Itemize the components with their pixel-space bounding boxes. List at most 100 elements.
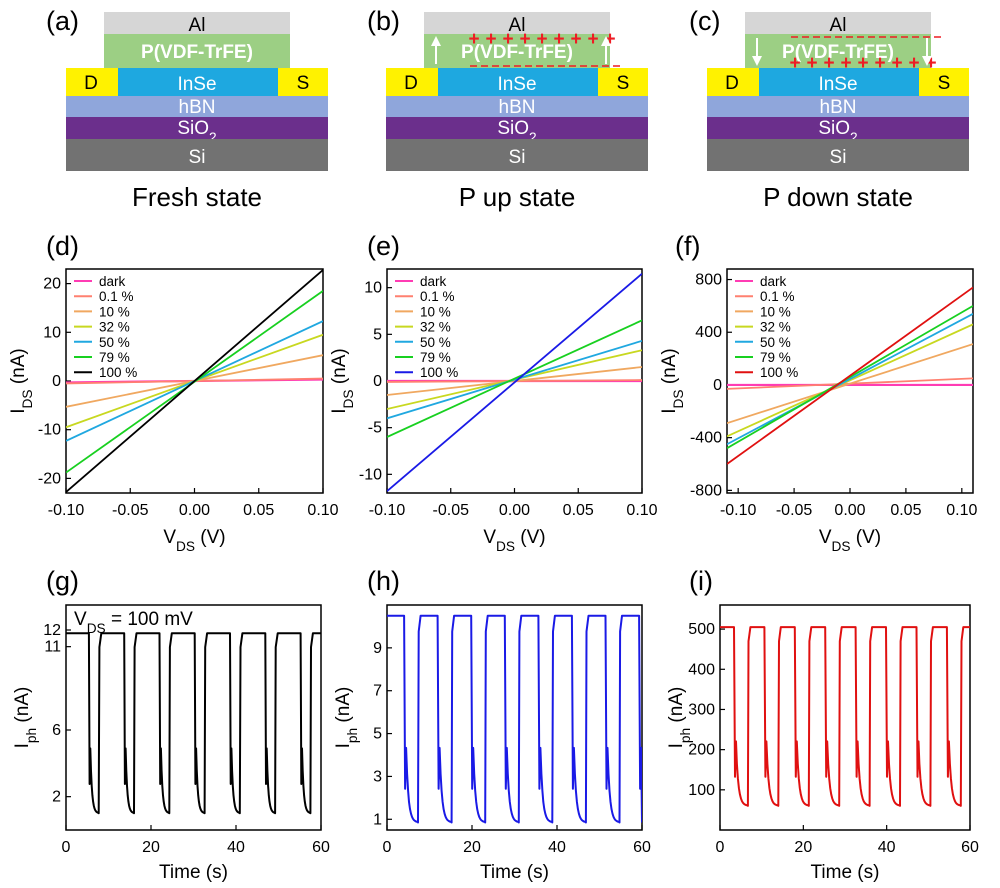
positive-charge: + (468, 29, 479, 50)
legend-label: dark (420, 274, 447, 289)
legend-label: 0.1 % (99, 289, 134, 304)
legend-label: 79 % (99, 350, 130, 365)
sio2-label: SiO2 (818, 118, 857, 145)
y-axis-label-main: I (8, 408, 29, 413)
y-axis-label-unit: (nA) (8, 348, 29, 389)
inse-channel (759, 68, 919, 96)
series-line-6 (727, 286, 973, 465)
y-tick-label: 800 (695, 272, 722, 289)
chart-photoresponse-p-up: 1 3 5 7 9 0 20 40 60 Time (s) Iph (nA) (333, 604, 651, 883)
y-axis-label-main: I (659, 408, 680, 413)
photocurrent-line (720, 626, 970, 807)
legend-label: dark (760, 274, 787, 289)
y-tick-label: 0 (52, 373, 61, 390)
x-axis-label: VDS (V) (483, 527, 545, 554)
y-axis-label-subscript: ph (678, 728, 693, 743)
y-tick-label: 400 (695, 324, 722, 341)
pvdf-layer (424, 34, 610, 68)
x-tick-label: 0.00 (499, 502, 530, 519)
state-label: P up state (459, 182, 576, 212)
legend-label: 32 % (420, 320, 451, 335)
y-axis-label-subscript: DS (671, 389, 686, 408)
y-tick-label: 9 (373, 640, 382, 657)
source-label: S (938, 73, 951, 94)
legend-label: 10 % (420, 304, 451, 319)
x-tick-label: -0.10 (48, 502, 85, 519)
y-tick-label: -800 (690, 482, 722, 499)
si-substrate (386, 139, 648, 171)
x-tick-label: 60 (961, 839, 979, 856)
x-tick-label: 40 (548, 839, 566, 856)
series-line-2 (387, 366, 642, 396)
y-tick-label: 5 (373, 726, 382, 743)
y-axis-label-unit: (nA) (333, 687, 354, 728)
drain-label: D (404, 73, 418, 94)
series-line-3 (727, 323, 973, 438)
pvdf-label: P(VDF-TrFE) (141, 42, 253, 63)
positive-charge: + (485, 29, 496, 50)
si-substrate (707, 139, 969, 171)
pvdf-label: P(VDF-TrFE) (782, 42, 894, 63)
x-axis-label-subscript: DS (176, 539, 195, 554)
legend-label: dark (99, 274, 126, 289)
y-tick-label: -5 (368, 420, 382, 437)
y-axis-label-unit: (nA) (329, 348, 350, 389)
x-tick-label: 0.05 (890, 502, 921, 519)
polarization-arrowhead-down (922, 56, 932, 66)
positive-charge: + (908, 53, 919, 74)
x-tick-label: 0 (383, 839, 392, 856)
y-tick-label: 5 (373, 326, 382, 343)
x-axis-label-unit: (V) (851, 527, 882, 548)
inse-label: InSe (497, 74, 536, 95)
vds-annotation-unit: = 100 mV (106, 609, 193, 630)
source-label: S (617, 73, 630, 94)
x-axis-label: VDS (V) (163, 527, 225, 554)
sio2-label-subscript: 2 (850, 130, 858, 145)
series-line-5 (727, 305, 973, 449)
x-tick-label: 0.00 (179, 502, 210, 519)
y-axis-label: IDS (nA) (329, 348, 356, 413)
source-electrode (598, 68, 648, 96)
panel-letter-b: (b) (367, 6, 400, 36)
plot-frame (386, 604, 643, 831)
hbn-layer (707, 96, 969, 117)
y-tick-label: 1 (373, 811, 382, 828)
vds-annotation-main: V (74, 609, 87, 630)
positive-charge: + (604, 29, 615, 50)
y-axis-label-subscript: ph (345, 728, 360, 743)
x-tick-label: -0.05 (776, 502, 813, 519)
al-layer (424, 12, 610, 34)
plot-frame (65, 604, 322, 831)
polarization-arrowhead-down (752, 56, 762, 66)
x-axis-label-subscript: DS (832, 539, 851, 554)
y-tick-label: 2 (52, 789, 61, 806)
source-electrode (278, 68, 328, 96)
panel-letter-e: (e) (367, 231, 400, 261)
sio2-layer (707, 117, 969, 139)
sio2-layer (386, 117, 648, 139)
positive-charge: + (806, 53, 817, 74)
hbn-label: hBN (499, 97, 536, 118)
x-tick-label: 40 (878, 839, 896, 856)
hbn-label: hBN (179, 97, 216, 118)
drain-electrode (66, 68, 118, 96)
positive-charge: + (874, 53, 885, 74)
series-group (720, 626, 970, 807)
chart-iv-fresh: -20 -10 0 10 20 -0.10 -0.05 0.00 0.05 0.10 dark0.1… (8, 268, 339, 554)
sio2-label-main: SiO (818, 118, 850, 139)
panel-letter-f: (f) (675, 231, 700, 261)
x-tick-label: 0.10 (626, 502, 657, 519)
positive-charge: + (840, 53, 851, 74)
positive-charge: + (502, 29, 513, 50)
panel-letter-g: (g) (46, 566, 79, 596)
y-tick-label: 11 (44, 639, 61, 656)
y-axis-label-main: I (329, 408, 350, 413)
y-tick-label: -10 (359, 466, 382, 483)
positive-charge: + (891, 53, 902, 74)
y-axis-label: IDS (nA) (8, 348, 35, 413)
y-axis-label-subscript: DS (341, 389, 356, 408)
x-tick-label: 0 (716, 839, 725, 856)
positive-charge: + (536, 29, 547, 50)
